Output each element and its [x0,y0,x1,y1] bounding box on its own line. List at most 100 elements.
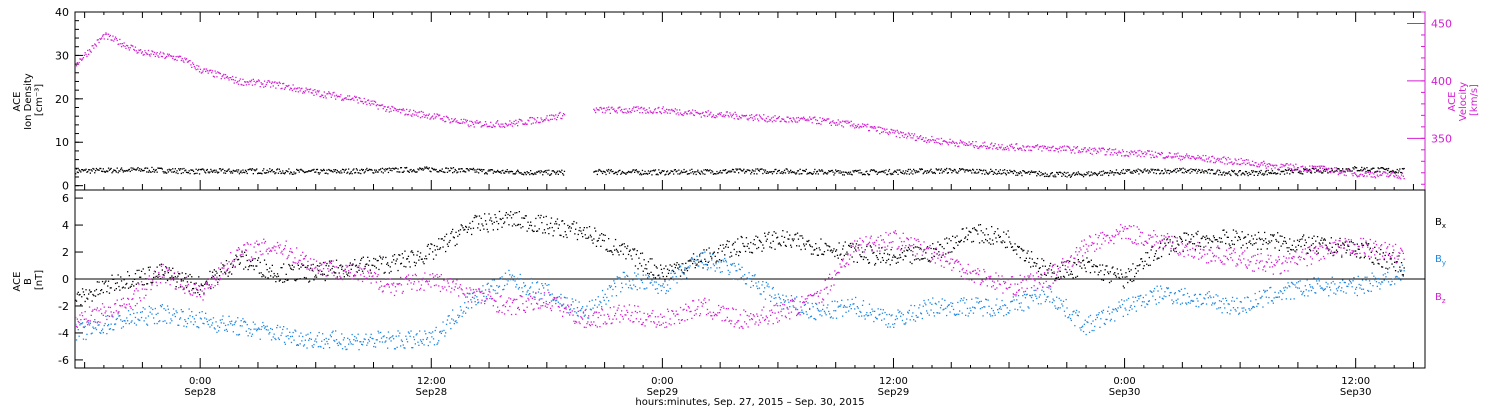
ion-density-series-point [637,171,638,172]
velocity-series-point [1294,166,1295,167]
ion-density-series-point [817,171,818,172]
ion-density-series-point [1031,170,1032,171]
velocity-series-point [1231,161,1232,162]
ion-density-series-point [252,168,253,169]
bx-series-point [397,258,398,259]
velocity-series-point [1006,149,1007,150]
ion-density-series-point [403,171,404,172]
ion-density-series-point [247,173,248,174]
velocity-series-point [880,127,881,128]
velocity-series-point [410,109,411,110]
velocity-series-point [1326,168,1327,169]
ion-density-series-point [1152,169,1153,170]
velocity-series-point [963,144,964,145]
velocity-series-point [689,113,690,114]
velocity-series-point [105,34,106,35]
velocity-series-point [594,110,595,111]
velocity-series-point [746,115,747,116]
bx-series-point [1032,258,1033,259]
bx-series-point [1394,262,1395,263]
ion-density-series-point [1254,175,1255,176]
ion-density-series-point [476,171,477,172]
velocity-series-point [916,140,917,141]
bx-series-point [899,254,900,255]
bx-series-point [306,277,307,278]
ion-density-series-point [546,172,547,173]
velocity-series-point [345,97,346,98]
ion-density-series-point [1264,173,1265,174]
ion-density-series-point [766,173,767,174]
ion-density-series-point [633,169,634,170]
velocity-series-point [692,109,693,110]
bx-series-point [445,251,446,252]
velocity-series-point [1342,169,1343,170]
velocity-series-point [982,142,983,143]
velocity-series-point [934,142,935,143]
velocity-series-point [83,57,84,58]
bx-series-point [1224,234,1225,235]
bx-series-point [428,244,429,245]
bx-series-point [588,237,589,238]
ion-density-series-point [1206,171,1207,172]
velocity-series-point [1022,145,1023,146]
velocity-series-point [680,113,681,114]
bx-series-point [570,231,571,232]
velocity-series-point [120,43,121,44]
bx-series-point [1196,234,1197,235]
bx-series-point [78,292,79,293]
ion-density-series-point [1230,175,1231,176]
bx-series-point [1156,250,1157,251]
velocity-series-point [808,120,809,121]
velocity-series-point [760,116,761,117]
bx-series-point [360,260,361,261]
ion-density-series-point [649,173,650,174]
bx-series-point [622,244,623,245]
velocity-series-point [1333,171,1334,172]
bx-series-point [901,248,902,249]
ion-density-series-point [1256,171,1257,172]
ion-density-series-point [1190,173,1191,174]
velocity-series-point [991,143,992,144]
bx-series-point [1254,243,1255,244]
velocity-series-point [888,134,889,135]
bx-series-point [987,240,988,241]
ion-density-series-point [883,171,884,172]
ion-density-series-point [1062,173,1063,174]
bx-series-point [889,254,890,255]
ion-density-series-point [984,174,985,175]
by-series-point [79,324,80,325]
velocity-series-point [1308,171,1309,172]
bx-series-point [1375,258,1376,259]
ion-density-series-point [964,171,965,172]
ion-density-series-point [261,173,262,174]
bx-series-point [944,238,945,239]
ion-density-series-point [410,169,411,170]
bx-series-point [557,218,558,219]
bx-series-point [102,281,103,282]
velocity-series-point [1122,149,1123,150]
velocity-series-point [1023,146,1024,147]
velocity-series-point [86,56,87,57]
ion-density-series-point [639,174,640,175]
ion-density-series-point [1293,172,1294,173]
velocity-series-point [137,52,138,53]
velocity-series-point [749,115,750,116]
velocity-series-point [371,101,372,102]
ion-density-series-point [534,172,535,173]
bx-series-point [1239,237,1240,238]
bx-series-point [1071,271,1072,272]
bx-series-point [396,260,397,261]
ion-density-series-point [462,168,463,169]
by-series-point [157,323,158,324]
ion-density-series-point [1287,172,1288,173]
ion-density-series-point [554,172,555,173]
ion-density-series-point [1179,168,1180,169]
bx-series-point [466,227,467,228]
bx-series-point [1259,238,1260,239]
velocity-series-point [1206,158,1207,159]
bx-series-point [444,236,445,237]
bx-series-point [149,269,150,270]
velocity-series-point [1261,162,1262,163]
bx-series-point [737,238,738,239]
bx-series-point [148,267,149,268]
